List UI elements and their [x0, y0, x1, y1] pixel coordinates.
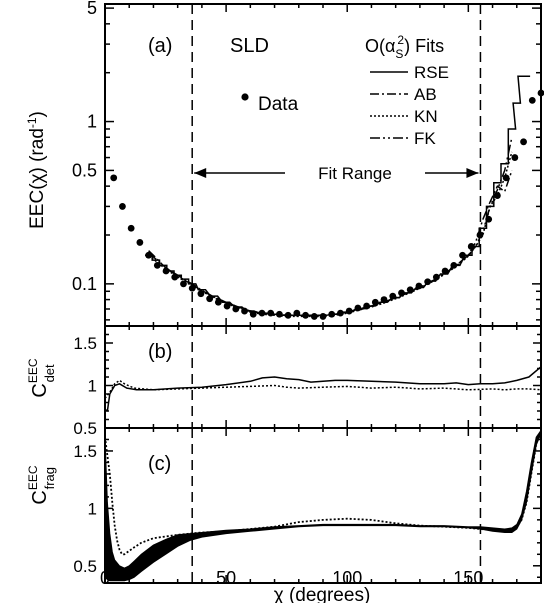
x-tick-label: 0 [100, 568, 110, 588]
data-point [337, 309, 344, 317]
data-point [293, 309, 301, 317]
panel-c: 1.5 1 0.5 (c) CEEC frag [26, 427, 542, 584]
data-point [354, 304, 362, 312]
data-point [127, 224, 135, 232]
c-frag-curve-dotted [104, 437, 538, 556]
panel-frame [104, 427, 542, 584]
data-point [389, 292, 397, 300]
data-point [153, 261, 161, 269]
y-tick-label: 0.5 [73, 419, 97, 438]
data-point [485, 215, 493, 223]
data-point [371, 298, 379, 306]
panel-label-c: (c) [148, 453, 171, 475]
data-point [180, 280, 187, 288]
x-tick-label: 100 [332, 568, 362, 588]
data-point [136, 239, 144, 246]
panel-b: 1.5 1 0.5 (b) CEEC det [26, 325, 542, 438]
fit-rse [145, 75, 531, 317]
data-point [214, 298, 222, 306]
c-det-curve-solid [104, 366, 542, 412]
c-det-curve-dotted [104, 379, 542, 399]
data-point [241, 307, 248, 315]
x-tick-label: 50 [216, 568, 236, 588]
data-point [432, 273, 440, 281]
legend-data-label: Data [258, 94, 299, 115]
panel-a: 0.1 0.5 1 5 Fit Range (a) SLD O(αS2) Fits RSE AB K… [25, 0, 544, 327]
data-point [276, 310, 283, 318]
y-axis-label-c: CEEC frag [26, 465, 57, 504]
arrow-head-right [466, 168, 479, 178]
x-tick-label: 150 [453, 568, 483, 588]
data-point [467, 243, 475, 250]
data-point [145, 251, 153, 259]
data-point [197, 290, 205, 298]
data-point [302, 311, 309, 319]
data-point [459, 251, 466, 259]
data-point [398, 289, 405, 297]
data-point [232, 305, 240, 313]
y-axis-label-a: EEC(χ) (rad-1) [25, 111, 48, 229]
data-point [249, 310, 257, 318]
panel-label-b: (b) [148, 341, 172, 363]
y-tick-label: 0.1 [72, 274, 97, 294]
legend-data-marker [241, 93, 249, 101]
shared-axis: 0 50 100 150 χ (degrees) [100, 568, 483, 603]
data-point [406, 286, 414, 294]
data-point [206, 295, 214, 303]
data-point [528, 97, 536, 104]
data-point [441, 267, 449, 275]
data-point [119, 203, 126, 210]
data-point [162, 267, 170, 275]
data-point [511, 154, 519, 161]
data-point [450, 261, 458, 269]
data-point [380, 296, 388, 303]
data-point [258, 309, 266, 317]
data-point [284, 311, 292, 319]
arrow-head-left [194, 168, 207, 178]
legend-label-fk: FK [414, 129, 436, 148]
data-point [188, 284, 196, 292]
c-frag-band [104, 428, 542, 582]
x-axis-label: χ (degrees) [274, 585, 371, 603]
y-tick-label: 1.5 [73, 442, 97, 461]
legend-label-ab: AB [414, 85, 437, 104]
y-axis-label-b: CEEC det [26, 358, 57, 397]
data-point [424, 278, 432, 286]
data-point [310, 313, 318, 320]
data-point [223, 302, 231, 310]
y-tick-label: 1 [88, 377, 97, 396]
data-point [328, 310, 336, 318]
data-point [537, 89, 544, 97]
y-tick-label: 0.5 [73, 557, 97, 576]
data-point [502, 174, 510, 182]
y-tick-label: 1 [88, 499, 97, 518]
panel-label-a: (a) [148, 35, 172, 57]
data-point [345, 307, 353, 315]
y-tick-label: 1.5 [73, 334, 97, 353]
data-point [171, 273, 179, 281]
experiment-label: SLD [230, 35, 269, 57]
legend-title: O(αS2) Fits [365, 33, 444, 61]
data-point [110, 174, 118, 182]
y-tick-label: 1 [87, 112, 97, 132]
data-point [520, 138, 527, 146]
data-point [267, 309, 275, 317]
data-point [415, 282, 423, 290]
legend-label-rse: RSE [414, 63, 449, 82]
data-point [476, 231, 484, 239]
legend-label-kn: KN [414, 107, 438, 126]
data-point [319, 313, 327, 320]
y-tick-label: 5 [87, 0, 97, 18]
annotation-fit-range: Fit Range [318, 164, 392, 183]
y-tick-label: 0.5 [72, 160, 97, 180]
data-point [494, 192, 501, 199]
data-point [363, 302, 370, 310]
